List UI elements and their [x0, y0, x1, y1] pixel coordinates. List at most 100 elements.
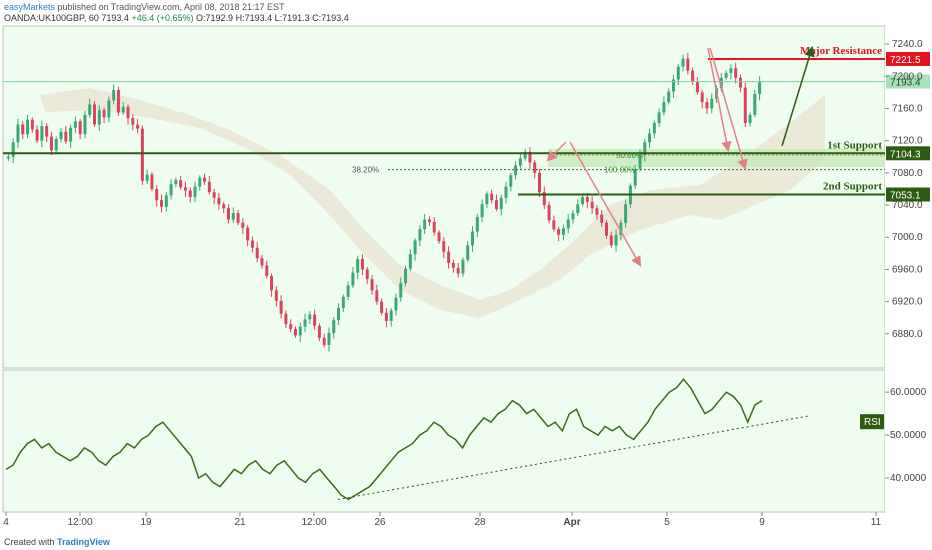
candle-body	[667, 91, 671, 103]
rsi-tick-label: 40.0000	[890, 473, 927, 484]
symbol-info: OANDA:UK100GBP, 60 7193.4 +46.4 (+0.65%)…	[4, 13, 349, 23]
x-tick-label: 11	[871, 517, 882, 528]
major-resistance-tag	[886, 51, 930, 66]
candle-body	[514, 165, 518, 176]
last-price-tag-value: 7193.4	[890, 78, 921, 89]
candle-body	[542, 192, 546, 206]
candle-body	[160, 200, 164, 207]
candle-body	[265, 265, 269, 276]
tradingview-logo[interactable]: TradingView	[57, 537, 110, 547]
candle-body	[451, 263, 455, 268]
candle-body	[212, 192, 216, 198]
projection-arrow	[546, 141, 567, 162]
candle-body	[179, 180, 183, 188]
support-zone	[548, 149, 885, 167]
candle-body	[351, 272, 355, 286]
candle-body	[418, 229, 422, 241]
candle-body	[657, 112, 661, 123]
candle-body	[30, 119, 34, 130]
candle-body	[6, 156, 10, 159]
candle-body	[734, 68, 738, 78]
rsi-badge	[860, 414, 884, 430]
candle-body	[126, 106, 130, 119]
candle-body	[207, 181, 211, 193]
candle-body	[557, 229, 561, 235]
price-tick-label: 7000.0	[892, 232, 923, 243]
second-support-tag-value: 7053.1	[890, 191, 921, 202]
published-text: published on TradingView.com, April 08, …	[57, 2, 285, 12]
publish-info: easyMarkets published on TradingView.com…	[4, 2, 285, 12]
projection-arrow	[709, 47, 748, 171]
x-tick-label: 26	[374, 517, 386, 528]
rsi-line	[5, 378, 763, 501]
candle-body	[494, 200, 498, 210]
candle-body	[356, 258, 360, 273]
publisher-name[interactable]: easyMarkets	[4, 2, 56, 12]
candle-body	[107, 100, 111, 118]
candle-body	[35, 129, 39, 141]
rsi-tick-label: 50.0000	[890, 430, 927, 441]
candle-body	[16, 124, 20, 143]
candle-body	[59, 131, 63, 140]
candle-body	[581, 197, 585, 205]
candle-body	[317, 325, 321, 338]
candle-body	[566, 219, 570, 229]
candle-body	[284, 313, 288, 325]
candle-body	[236, 213, 240, 223]
candle-body	[389, 310, 393, 321]
candle-body	[260, 258, 264, 266]
price-tick-label: 6960.0	[892, 264, 923, 275]
candle-body	[561, 228, 565, 235]
candle-body	[164, 195, 168, 207]
x-tick-label: 12:00	[301, 517, 326, 528]
candle-body	[21, 124, 25, 135]
candle-body	[69, 127, 73, 142]
candle-body	[432, 221, 436, 233]
candle-body	[590, 201, 594, 209]
candle-body	[614, 234, 618, 246]
candle-body	[250, 240, 254, 248]
candle-body	[293, 329, 297, 336]
candle-body	[217, 197, 221, 205]
candle-body	[231, 213, 235, 220]
candle-body	[691, 70, 695, 82]
fib-38-label: 38.20%	[352, 166, 379, 175]
candle-body	[423, 219, 427, 230]
candle-body	[73, 121, 77, 128]
rsi-badge-label: RSI	[864, 417, 881, 428]
projection-arrow	[569, 141, 642, 267]
candle-body	[360, 258, 364, 270]
candle-body	[609, 235, 613, 246]
ohlc-low: L:7191.3	[274, 13, 310, 23]
candle-body	[552, 220, 556, 230]
candle-body	[45, 126, 49, 137]
rsi-pane-bg	[2, 369, 886, 513]
candle-body	[226, 208, 230, 220]
candle-body	[547, 205, 551, 221]
first-support-label: 1st Support	[827, 139, 882, 151]
candle-body	[499, 197, 503, 210]
candle-body	[83, 114, 87, 135]
x-tick-label: 4	[3, 517, 9, 528]
candle-body	[308, 314, 312, 320]
ohlc-high: H:7193.4	[235, 13, 273, 23]
candle-body	[255, 247, 259, 259]
candle-body	[183, 187, 187, 191]
candle-body	[643, 142, 647, 156]
candle-body	[241, 222, 245, 228]
candle-body	[705, 102, 709, 109]
candle-body	[456, 267, 460, 274]
candle-body	[471, 231, 475, 246]
candle-body	[485, 193, 489, 205]
candle-body	[480, 204, 484, 218]
candle-body	[624, 204, 628, 223]
candle-body	[633, 168, 637, 186]
candle-body	[289, 324, 293, 329]
candle-body	[274, 290, 278, 301]
price-tick-label: 6880.0	[892, 329, 923, 340]
candle-body	[222, 204, 226, 209]
price-tick-label: 7040.0	[892, 200, 923, 211]
candle-body	[341, 296, 345, 309]
candle-body	[404, 268, 408, 284]
